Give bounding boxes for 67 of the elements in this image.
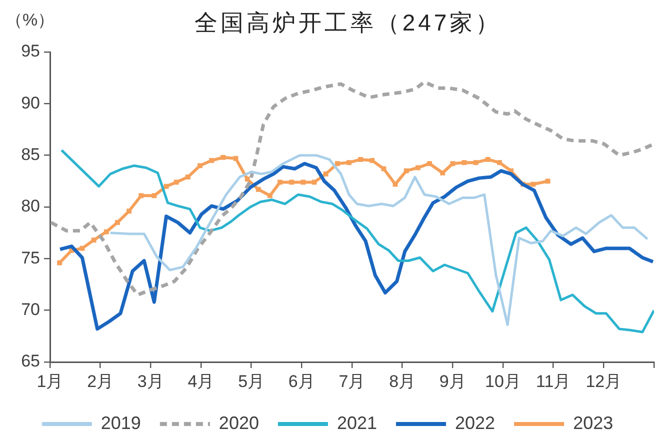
point (104, 229, 109, 234)
y-tick-label: 80 (21, 196, 40, 216)
point (440, 170, 446, 176)
point (244, 176, 250, 182)
point (126, 208, 132, 214)
point (91, 238, 96, 243)
x-tick-label: 11月 (536, 372, 571, 391)
point (530, 182, 536, 187)
point (198, 163, 202, 168)
x-tick-label: 10月 (485, 372, 521, 391)
point (392, 182, 398, 187)
point (278, 180, 282, 185)
point (485, 156, 490, 162)
point (220, 154, 226, 160)
x-tick-label: 4月 (188, 372, 214, 391)
point (256, 186, 261, 192)
legend-label: 2021 (336, 412, 378, 432)
point (80, 246, 85, 251)
point (427, 161, 432, 166)
point (473, 160, 478, 166)
y-tick-label: 65 (21, 352, 40, 371)
point (381, 166, 386, 172)
x-tick-label: 12月 (586, 372, 622, 391)
point (164, 184, 169, 189)
legend-label: 2023 (573, 412, 614, 432)
point (57, 260, 62, 266)
y-tick-label: 95 (21, 42, 40, 61)
chart-title: 全国高炉开工率（247家） (194, 9, 502, 36)
point (358, 156, 364, 162)
point (152, 193, 157, 198)
y-axis-title: （%） (5, 10, 55, 30)
point (323, 171, 328, 176)
point (289, 180, 294, 185)
y-tick-label: 75 (21, 248, 40, 268)
point (312, 180, 317, 185)
x-tick-label: 7月 (338, 372, 366, 391)
point (114, 220, 120, 225)
legend-label: 2022 (455, 412, 496, 432)
legend-label: 2019 (100, 412, 141, 432)
point (300, 180, 306, 185)
point (415, 165, 420, 170)
point (497, 160, 502, 166)
point (334, 161, 340, 166)
x-tick-label: 3月 (137, 372, 164, 391)
y-tick-label: 90 (21, 93, 40, 112)
y-tick-label: 85 (21, 145, 40, 164)
legend-label: 2020 (218, 412, 259, 432)
point (267, 193, 272, 198)
point (545, 178, 550, 184)
x-tick-label: 9月 (439, 372, 466, 391)
point (138, 193, 144, 198)
point (174, 180, 179, 185)
point (370, 158, 375, 163)
y-tick-label: 70 (21, 300, 40, 320)
point (450, 161, 456, 166)
point (462, 160, 467, 166)
point (209, 158, 214, 163)
line-series (50, 80, 654, 297)
point (404, 168, 409, 174)
x-tick-label: 6月 (288, 372, 315, 391)
x-tick-label: 1月 (36, 372, 64, 391)
x-tick-label: 5月 (238, 372, 265, 391)
point (346, 160, 352, 166)
x-tick-label: 2月 (87, 372, 114, 391)
x-tick-label: 8月 (389, 372, 416, 391)
point (185, 174, 190, 180)
point (233, 156, 238, 161)
